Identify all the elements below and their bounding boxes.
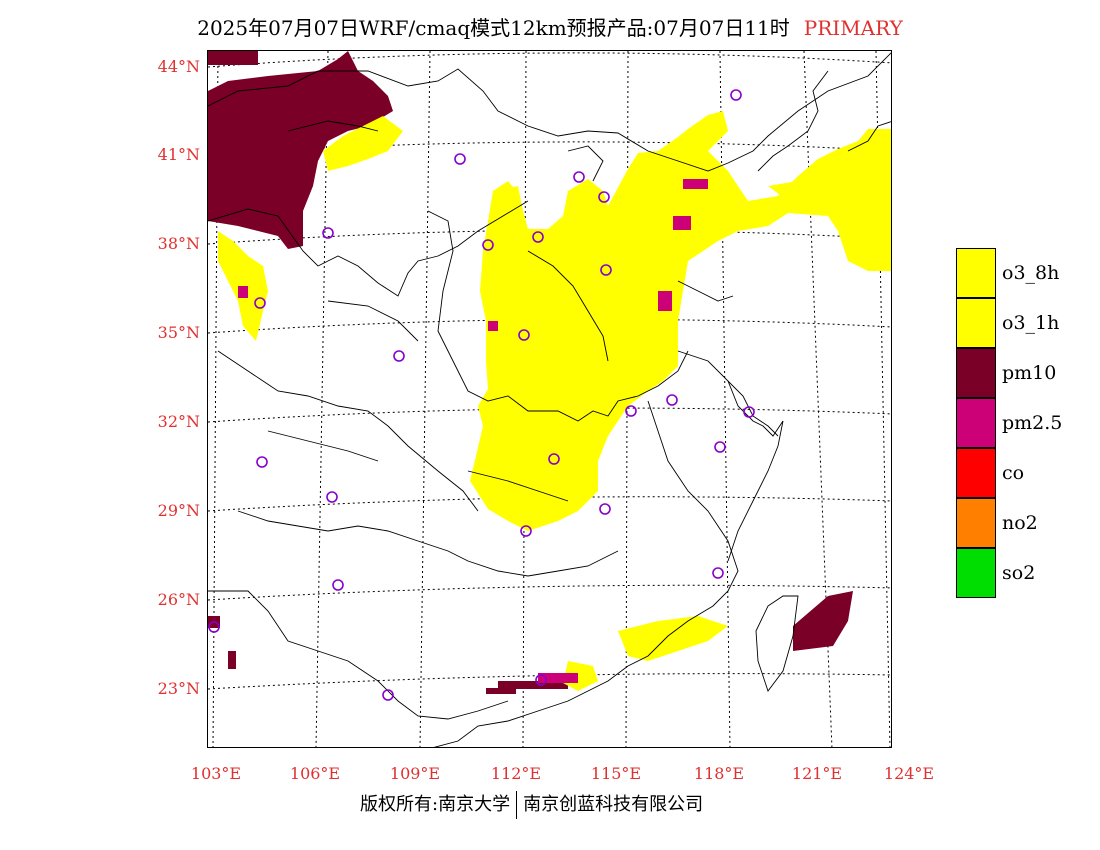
- legend-swatch: [956, 398, 996, 448]
- station-markers: [208, 89, 755, 701]
- legend-label: o3_1h: [1002, 312, 1060, 334]
- lon-label-124: 124°E: [883, 764, 935, 783]
- legend-label: o3_8h: [1002, 262, 1060, 284]
- lat-label-29: 29°N: [157, 501, 200, 520]
- legend-swatch: [956, 448, 996, 498]
- map-panel[interactable]: [207, 50, 892, 748]
- lat-label-41: 41°N: [157, 145, 200, 164]
- legend-label: pm10: [1002, 362, 1057, 384]
- legend-swatch: [956, 348, 996, 398]
- lat-label-38: 38°N: [157, 234, 200, 253]
- lon-label-121: 121°E: [791, 764, 843, 783]
- lon-label-109: 109°E: [389, 764, 441, 783]
- lon-label-115: 115°E: [590, 764, 642, 783]
- title-main: 2025年07月07日WRF/cmaq模式12km预报产品:07月07日11时: [197, 16, 790, 40]
- legend-swatch: [956, 498, 996, 548]
- lon-label-106: 106°E: [289, 764, 341, 783]
- lat-label-35: 35°N: [157, 323, 200, 342]
- lon-label-103: 103°E: [190, 764, 242, 783]
- lat-label-32: 32°N: [157, 412, 200, 431]
- lat-label-44: 44°N: [157, 57, 200, 76]
- legend-swatch: [956, 298, 996, 348]
- map-canvas: [208, 51, 891, 747]
- map-title: 2025年07月07日WRF/cmaq模式12km预报产品:07月07日11时 P…: [0, 12, 1100, 41]
- pm10-areas: [208, 51, 853, 694]
- legend-swatch: [956, 548, 996, 598]
- legend-label: co: [1002, 462, 1025, 484]
- admin-boundaries: [208, 52, 891, 747]
- o3-areas: [218, 111, 891, 691]
- legend-label: pm2.5: [1002, 412, 1063, 434]
- title-tag: PRIMARY: [803, 16, 903, 40]
- footer-right: 南京创蓝科技有限公司: [523, 794, 704, 815]
- lon-label-112: 112°E: [490, 764, 542, 783]
- footer-separator: [516, 791, 518, 819]
- copyright-footer: 版权所有:南京大学 南京创蓝科技有限公司: [360, 790, 703, 819]
- lat-label-26: 26°N: [157, 590, 200, 609]
- legend-label: so2: [1002, 562, 1036, 584]
- lat-label-23: 23°N: [157, 679, 200, 698]
- legend-swatch: [956, 248, 996, 298]
- lon-label-118: 118°E: [693, 764, 745, 783]
- footer-left: 版权所有:南京大学: [360, 794, 511, 815]
- legend-label: no2: [1002, 512, 1038, 534]
- pm25-areas: [238, 179, 708, 683]
